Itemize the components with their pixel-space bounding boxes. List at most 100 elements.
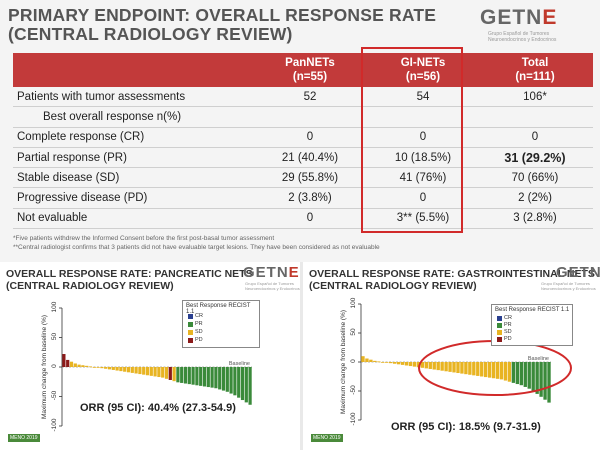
row-label: Not evaluable [13,208,251,230]
bar [81,365,85,367]
slide-title-line2: (CENTRAL RADIOLOGY REVIEW) [8,24,293,44]
bar [456,362,460,374]
bar [507,362,512,382]
bar [487,362,492,378]
table-row: Progressive disease (PD) 2 (3.8%) 0 2 (2… [13,187,593,209]
bar [444,362,448,372]
bar [172,367,176,382]
bar [119,367,123,372]
table-row: Stable disease (SD) 29 (55.8%) 41 (76%) … [13,167,593,189]
bar [123,367,127,372]
bar [476,362,480,376]
bar [432,362,436,370]
meeting-badge-right: MENO 2019 [311,434,343,442]
bar [408,362,413,367]
cell-total: 0 [477,127,593,148]
bar [199,367,203,386]
table-row: Best overall response n(%) [13,106,593,128]
slide-title-line1: PRIMARY ENDPOINT: OVERALL RESPONSE RATE [8,5,437,25]
bar [495,362,500,379]
cell-gi: 54 [369,87,477,108]
panel-pancreatic: OVERALL RESPONSE RATE: PANCREATIC NETS (C… [0,262,300,450]
bar [73,363,77,367]
legend-swatch-pd [188,338,193,343]
y-tick-label: 100 [350,297,357,308]
bar [428,362,432,369]
y-tick-label: -50 [350,385,357,395]
bar [484,362,488,378]
legend-item-pr: PR [195,321,203,327]
getne-logo-subtitle-small-right: Grupo Español de Tumores Neuroendocrinos … [541,281,596,291]
y-tick-label: -50 [51,390,58,400]
cell-total: 2 (2%) [477,187,593,209]
bar [436,362,440,371]
y-tick-label: 0 [350,359,357,363]
bar [149,367,153,376]
header-ginets: GI-NETs (n=56) [369,53,477,87]
legend-swatch-cr [497,316,502,321]
bar [400,362,405,365]
bar [92,367,96,368]
legend-swatch-pr [497,323,502,328]
bar [225,367,229,392]
bar [111,367,115,370]
bar [535,362,539,394]
bar [134,367,138,374]
header-empty [13,53,251,87]
bar [153,367,157,377]
header-pannets: PanNETs (n=55) [251,53,369,87]
getne-logo-small-right: GETNE [556,264,600,281]
legend-item-cr: CR [504,315,512,321]
row-label: Progressive disease (PD) [13,187,251,209]
cell-total: 70 (66%) [477,167,593,189]
bar [126,367,131,373]
table-row: Not evaluable 0 3** (5.5%) 3 (2.8%) [13,208,593,230]
bar [452,362,456,373]
bar [195,367,199,386]
cell-total: 3 (2.8%) [477,208,593,230]
row-label: Partial response (PR) [13,147,251,169]
cell-total: 31 (29.2%) [477,147,593,169]
baseline-label: Baseline [229,361,250,367]
row-label: Complete response (CR) [13,127,251,148]
slide-title: PRIMARY ENDPOINT: OVERALL RESPONSE RATE … [8,6,436,44]
table-header-row: PanNETs (n=55) GI-NETs (n=56) Total (n=111) [13,53,593,87]
row-label: Best overall response n(%) [13,106,251,128]
chart-legend-gastrointestinal: Best Response RECIST 1.1 CR PR SD PD [491,304,573,346]
bar [404,362,409,366]
y-tick-label: 0 [51,364,58,368]
bar [389,362,393,364]
bar [187,367,191,385]
bar [66,359,70,367]
bar [373,360,377,362]
bar [480,362,484,377]
gi-nets-highlight-box [361,47,463,233]
orr-pancreatic: ORR (95 CI): 40.4% (27.3-54.9) [80,402,236,414]
bar [420,362,425,368]
getne-logo-small: GETNE [243,264,300,281]
bar [115,367,119,371]
bar [157,367,161,378]
legend-swatch-sd [497,330,502,335]
bar [248,367,252,405]
legend-title: Best Response RECIST 1.1 [495,307,570,313]
bar [96,367,100,368]
bar [229,367,233,394]
bar [464,362,468,375]
bar [62,354,66,367]
legend-swatch-cr [188,314,193,319]
row-label: Stable disease (SD) [13,167,251,189]
y-tick-label: 50 [51,333,58,341]
legend-item-sd: SD [504,329,512,335]
bar [176,367,180,383]
cell-pan [251,106,369,128]
table-row: Partial response (PR) 21 (40.4%) 10 (18.… [13,147,593,169]
bar [369,359,373,362]
bar [130,367,134,373]
cell-gi: 3** (5.5%) [369,208,477,230]
bar [519,362,523,386]
bar [527,362,531,389]
bar [237,367,241,398]
bar [547,362,551,403]
meeting-badge-left: MENO 2019 [8,434,40,442]
